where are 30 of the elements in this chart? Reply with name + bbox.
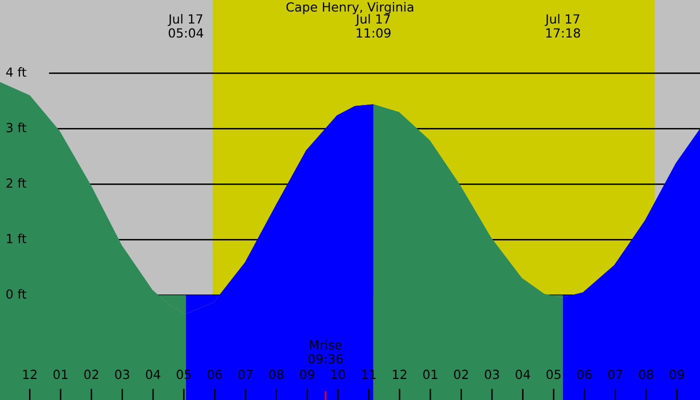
x-tick-label: 06 [208,370,222,380]
x-tick-label: 03 [484,370,499,380]
x-tick-label: 10 [331,370,346,380]
x-tick-label: 02 [84,370,98,380]
chart-title: Cape Henry, Virginia [286,2,414,14]
y-tick-label: 4 ft [6,67,26,77]
y-tick-label: 1 ft [6,234,26,244]
annotation: Mrise 09:36 [308,340,343,364]
x-tick-label: 01 [423,370,438,380]
x-tick-label: 06 [577,370,592,380]
x-tick-label: 04 [146,370,160,380]
x-tick-label: 04 [516,370,530,380]
y-tick-label: 3 ft [6,122,26,132]
x-tick-label: 05 [546,370,560,380]
y-tick-label: 0 ft [6,289,26,299]
x-tick-label: 12 [23,370,36,379]
x-tick-label: 09 [300,370,314,380]
annotation: Jul 17 17:18 [544,14,580,38]
annotation: Jul 17 05:04 [168,14,204,38]
x-tick-label: 03 [115,370,130,380]
x-tick-label: 12 [392,370,406,379]
x-tick-label: 02 [454,370,468,380]
x-tick-label: 08 [269,370,284,380]
x-tick-label: 09 [670,370,684,380]
x-tick-label: 01 [53,370,68,380]
annotation: Jul 17 11:09 [355,14,390,38]
x-tick-label: 07 [238,370,252,380]
x-tick-label: 08 [638,370,654,380]
y-tick-label: 2 ft [6,178,26,188]
x-tick-label: 07 [608,370,622,380]
